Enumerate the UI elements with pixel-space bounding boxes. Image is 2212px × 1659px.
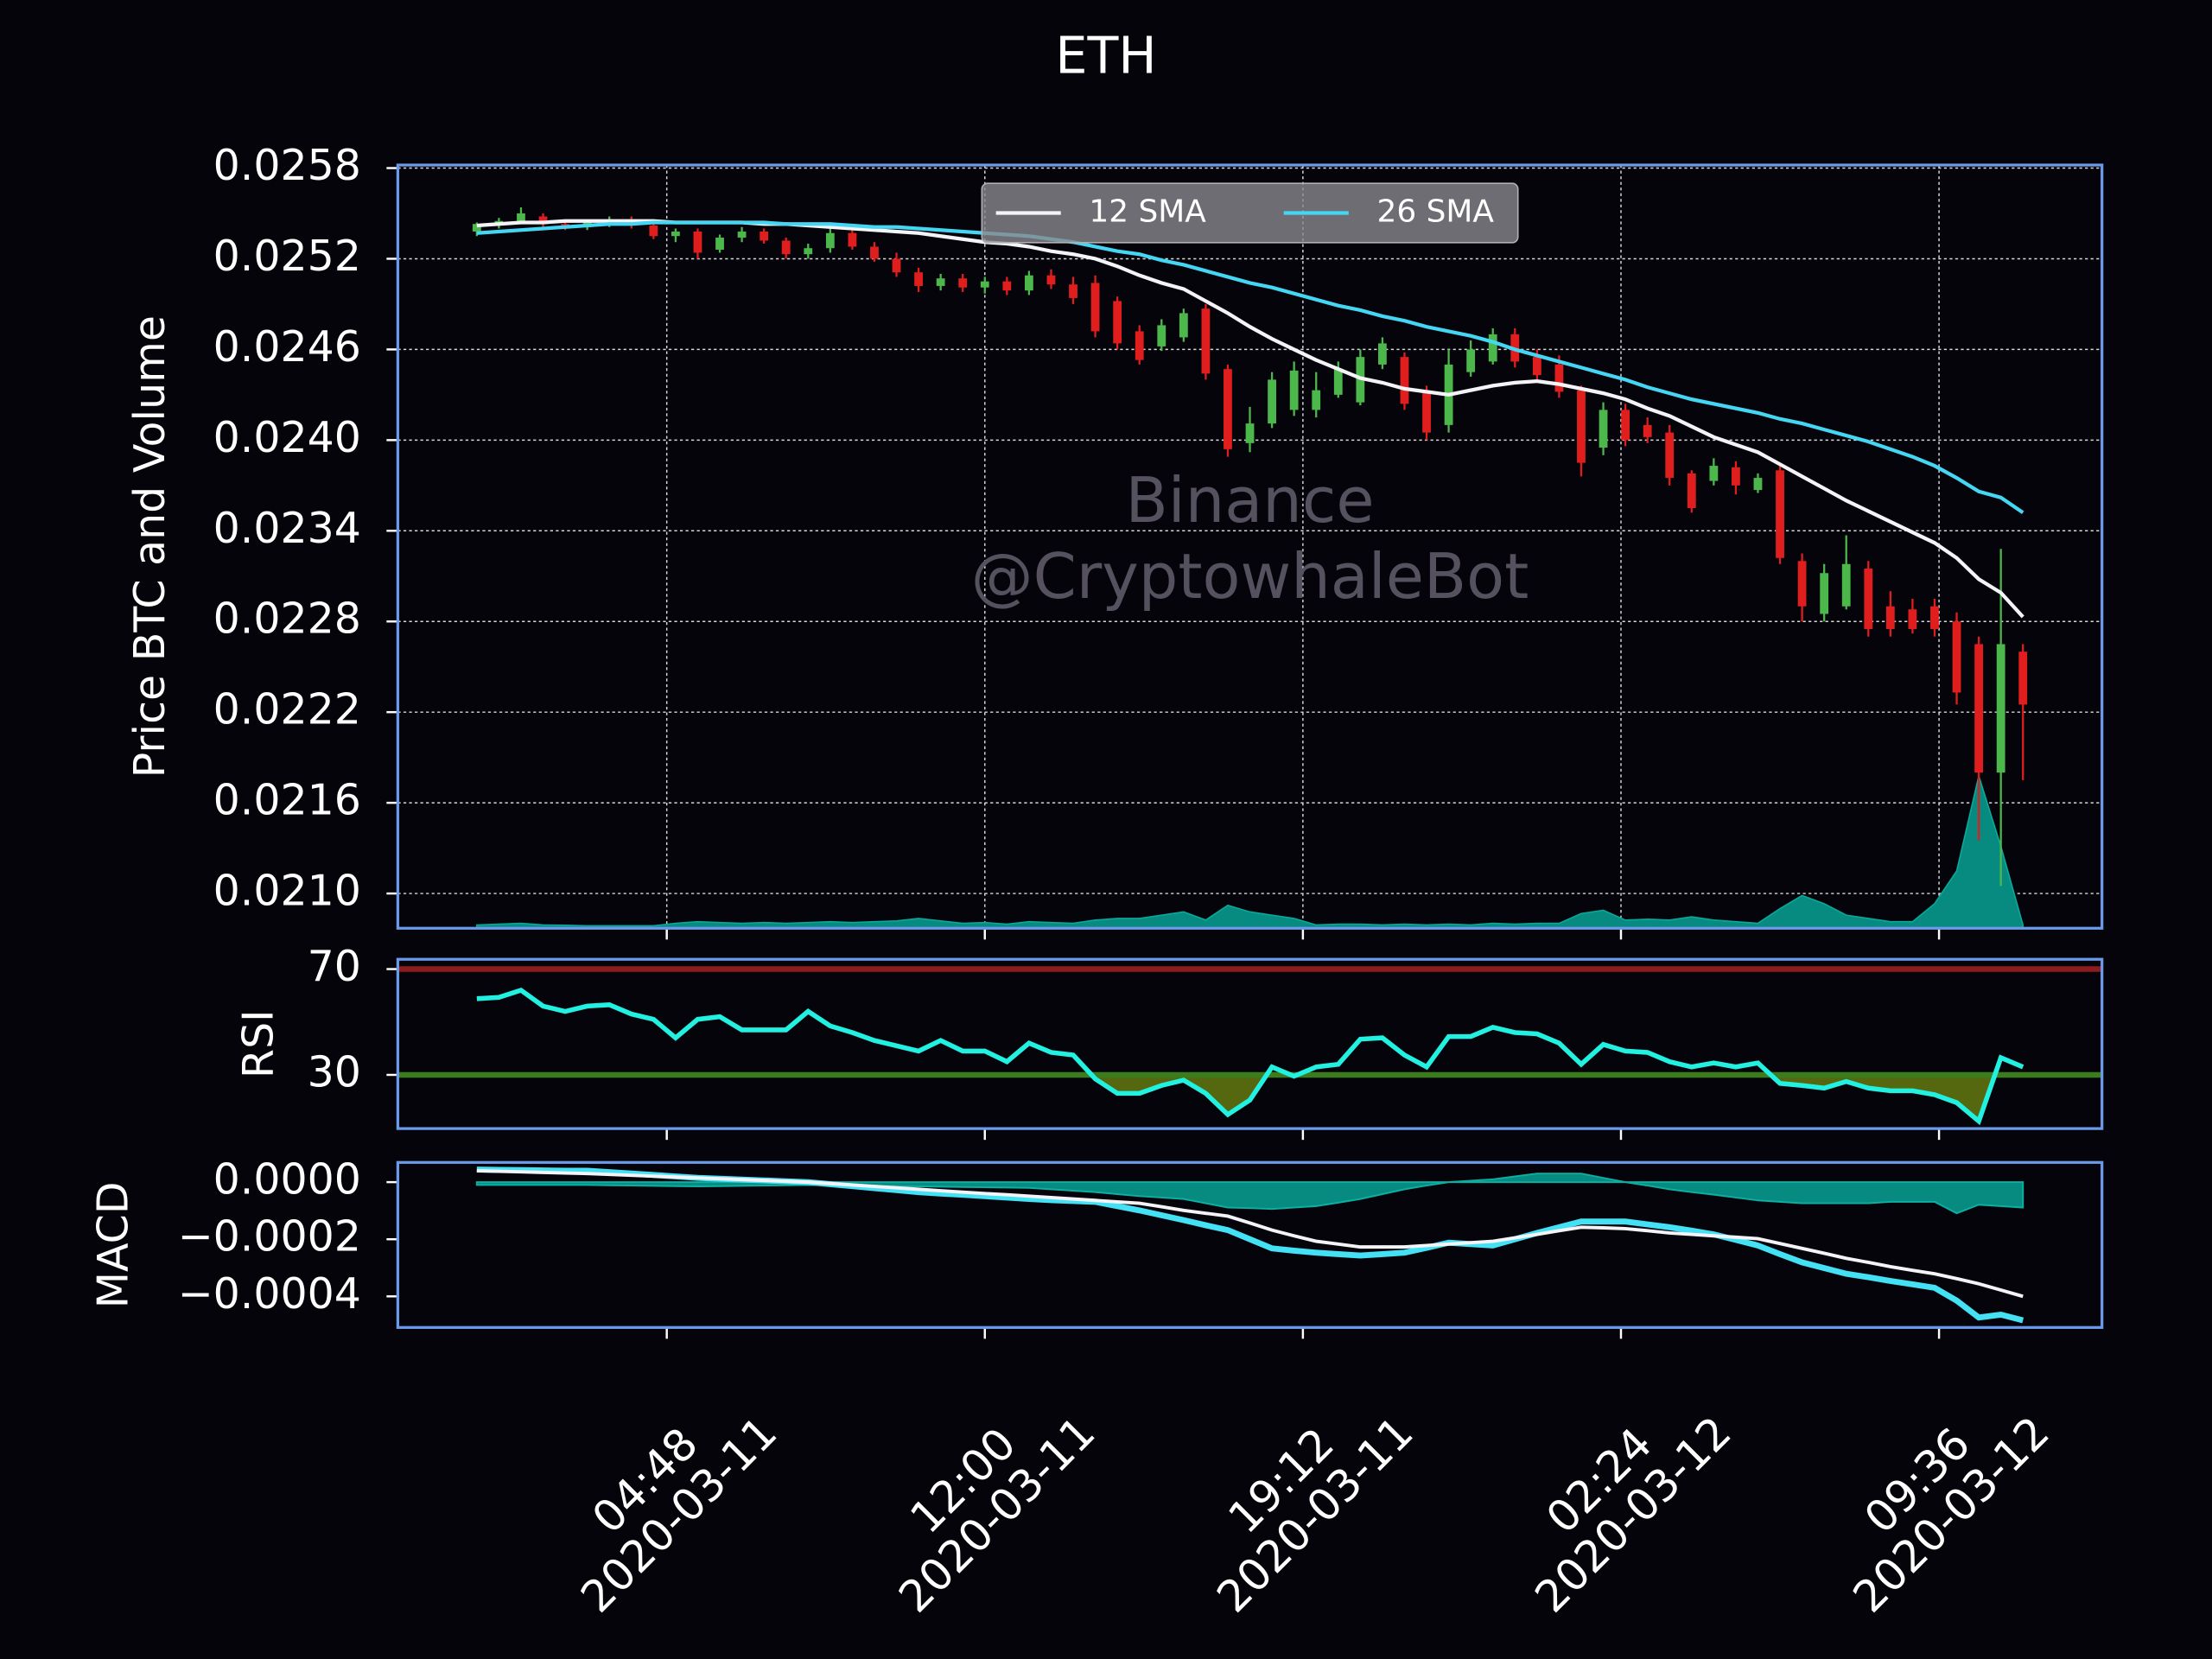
candle-body bbox=[1069, 284, 1077, 298]
candle-body bbox=[1732, 467, 1740, 486]
candle-body bbox=[1135, 331, 1144, 360]
candle-body bbox=[1466, 349, 1476, 372]
candle-body bbox=[1268, 379, 1276, 424]
candle-body bbox=[1930, 606, 1939, 629]
candle-body bbox=[870, 246, 879, 259]
candle-body bbox=[1488, 334, 1497, 362]
y-tick-label: 0.0258 bbox=[213, 141, 361, 190]
candle-body bbox=[1908, 609, 1917, 629]
candle-body bbox=[1157, 325, 1166, 346]
candle-body bbox=[538, 216, 548, 225]
candle-body bbox=[517, 213, 525, 221]
candle-body bbox=[737, 231, 747, 238]
candle-body bbox=[1201, 308, 1211, 374]
candle-body bbox=[1179, 313, 1188, 338]
y-tick-label: 0.0246 bbox=[213, 322, 361, 372]
candle-body bbox=[958, 278, 968, 288]
candle-body bbox=[715, 237, 724, 250]
legend-label: 26 SMA bbox=[1376, 194, 1494, 230]
legend-label: 12 SMA bbox=[1089, 194, 1206, 230]
y-tick-label: 0.0000 bbox=[213, 1155, 361, 1205]
candle-body bbox=[825, 232, 835, 249]
candle-body bbox=[1532, 357, 1541, 376]
candle-body bbox=[671, 231, 680, 237]
candle-body bbox=[804, 248, 813, 255]
candle-body bbox=[1621, 410, 1630, 441]
candle-body bbox=[1090, 283, 1100, 332]
y-tick-label: 0.0252 bbox=[213, 232, 361, 281]
candle-body bbox=[781, 240, 791, 255]
macd-line bbox=[476, 1168, 2024, 1299]
plot-frame bbox=[396, 1160, 2104, 1329]
y-tick-label: 0.0210 bbox=[213, 867, 361, 916]
candle-body bbox=[1422, 391, 1431, 433]
candle-body bbox=[1864, 569, 1873, 629]
y-axis-label: Price BTC and Volume bbox=[125, 315, 175, 778]
candle-body bbox=[1709, 466, 1719, 481]
candle-body bbox=[1952, 621, 1961, 693]
candle-body bbox=[1025, 275, 1033, 291]
candle-body bbox=[1046, 275, 1056, 285]
candle-body bbox=[1577, 390, 1586, 463]
sma-line bbox=[476, 220, 2024, 515]
candle-body bbox=[1974, 644, 1983, 773]
candle-body bbox=[1841, 563, 1851, 607]
candle-body bbox=[914, 272, 923, 286]
y-tick-label: −0.0004 bbox=[178, 1269, 361, 1319]
y-tick-label: 0.0216 bbox=[213, 776, 361, 825]
candle-body bbox=[1643, 424, 1652, 437]
candle-body bbox=[1312, 390, 1321, 410]
candle-body bbox=[1665, 432, 1675, 479]
candle-body bbox=[1797, 561, 1807, 607]
candle-body bbox=[892, 258, 901, 273]
candle-body bbox=[980, 281, 989, 288]
y-tick-label: 0.0222 bbox=[213, 685, 361, 734]
y-tick-label: 0.0240 bbox=[213, 413, 361, 462]
candle-body bbox=[1776, 470, 1784, 558]
y-tick-label: 0.0228 bbox=[213, 594, 361, 644]
candle-body bbox=[1289, 370, 1299, 410]
y-axis-label: MACD bbox=[88, 1181, 137, 1308]
candle-body bbox=[1753, 478, 1763, 491]
candle-body bbox=[693, 231, 702, 253]
candle-body bbox=[760, 231, 769, 241]
candle-body bbox=[472, 224, 481, 232]
y-axis-label: RSI bbox=[234, 1009, 283, 1078]
candle-body bbox=[936, 278, 945, 286]
chart-title: ETH bbox=[1055, 26, 1156, 86]
candle-body bbox=[1378, 343, 1387, 365]
legend-box bbox=[981, 182, 1519, 244]
candle-body bbox=[1885, 606, 1895, 629]
candle-body bbox=[649, 225, 658, 237]
candle-body bbox=[2018, 652, 2028, 705]
candle-body bbox=[1554, 364, 1564, 392]
y-tick-label: 0.0234 bbox=[213, 504, 361, 553]
y-tick-label: −0.0002 bbox=[178, 1212, 361, 1262]
candle-body bbox=[848, 232, 857, 247]
plot-frame bbox=[396, 957, 2104, 1130]
rsi-line bbox=[476, 987, 2024, 1126]
volume-area bbox=[476, 773, 2024, 930]
candle-body bbox=[1687, 473, 1696, 509]
watermark: @CryptowhaleBot bbox=[971, 540, 1529, 613]
candle-body bbox=[1400, 357, 1409, 404]
candle-body bbox=[1224, 369, 1232, 449]
candle-body bbox=[1113, 301, 1122, 344]
y-tick-label: 70 bbox=[308, 942, 361, 991]
histogram-area bbox=[475, 1173, 2024, 1215]
candle-body bbox=[1599, 410, 1608, 448]
candle-body bbox=[1002, 281, 1012, 291]
candle-body bbox=[1245, 423, 1255, 443]
candle-body bbox=[1820, 573, 1829, 614]
watermark: Binance bbox=[1126, 464, 1375, 537]
y-tick-label: 30 bbox=[308, 1047, 361, 1096]
plot-frame bbox=[396, 163, 2104, 930]
candle-body bbox=[1996, 644, 2005, 773]
candle-body bbox=[1333, 369, 1343, 395]
